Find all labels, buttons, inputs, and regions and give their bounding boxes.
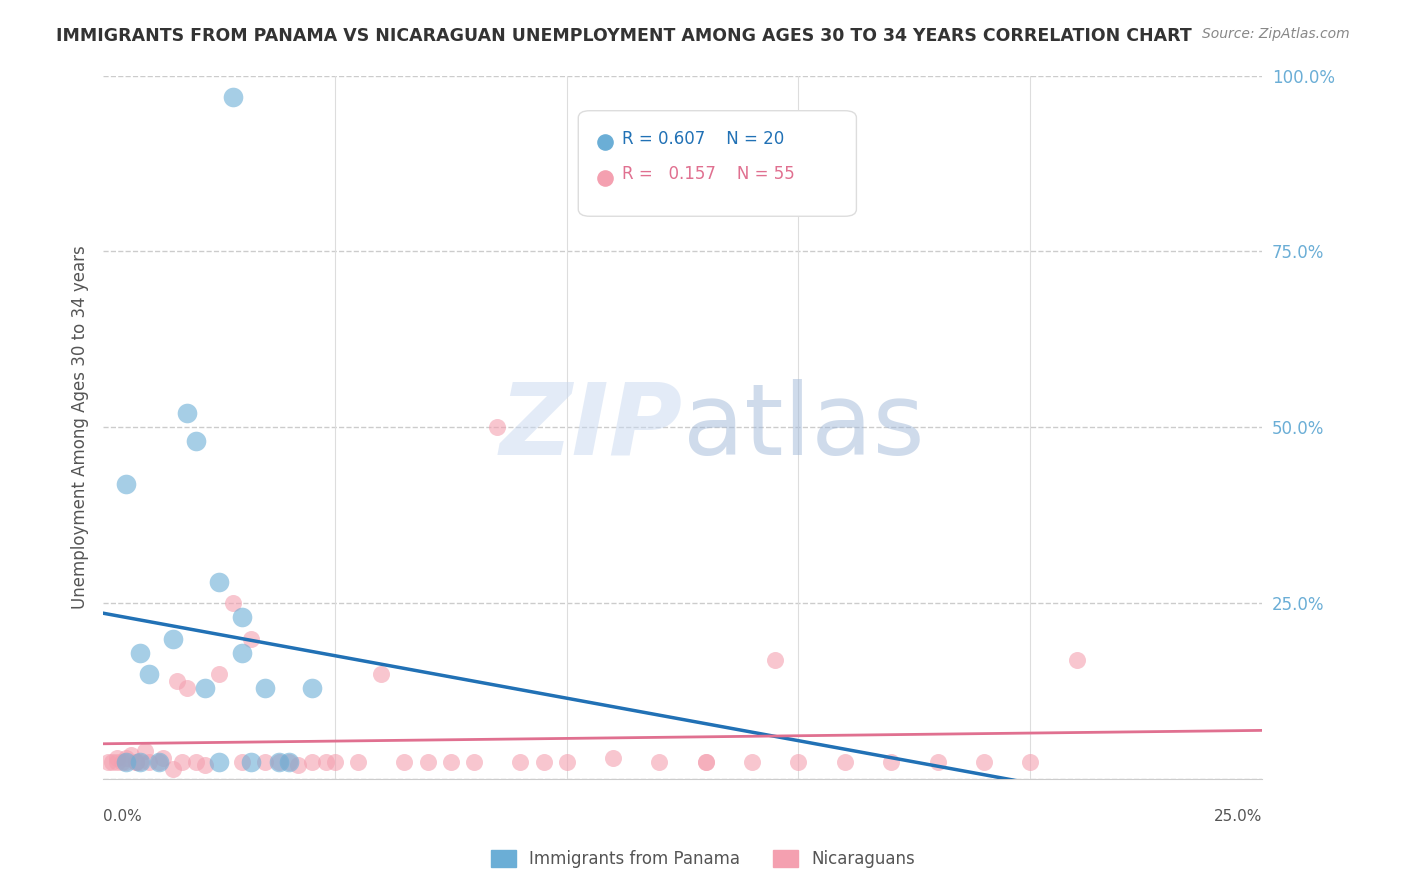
Point: [347, 755, 370, 769]
Text: Source: ZipAtlas.com: Source: ZipAtlas.com: [1202, 27, 1350, 41]
Point: [152, 751, 174, 765]
Point: [834, 755, 856, 769]
Point: [115, 755, 138, 769]
Point: [323, 755, 346, 769]
Point: [166, 673, 188, 688]
Point: [695, 755, 717, 769]
Point: [208, 575, 231, 590]
Point: [176, 406, 198, 420]
Point: [129, 646, 152, 660]
Point: [184, 434, 207, 449]
Point: [105, 751, 128, 765]
Point: [315, 755, 337, 769]
Point: [138, 666, 160, 681]
Point: [269, 755, 291, 769]
Point: [124, 755, 146, 769]
Point: [509, 755, 531, 769]
Text: 25.0%: 25.0%: [1213, 810, 1263, 824]
Point: [115, 476, 138, 491]
Point: [176, 681, 198, 695]
Point: [105, 755, 128, 769]
Point: [973, 755, 995, 769]
Point: [741, 755, 763, 769]
Point: [1066, 652, 1088, 666]
Point: [695, 755, 717, 769]
Point: [194, 681, 217, 695]
FancyBboxPatch shape: [578, 111, 856, 216]
Point: [370, 666, 392, 681]
Point: [222, 89, 245, 103]
Point: [1019, 755, 1042, 769]
Point: [97, 755, 120, 769]
Point: [129, 755, 152, 769]
Point: [254, 755, 277, 769]
Point: [134, 744, 156, 758]
Point: [463, 755, 485, 769]
Point: [138, 755, 160, 769]
Point: [162, 632, 184, 646]
Text: R =   0.157    N = 55: R = 0.157 N = 55: [623, 165, 794, 183]
Point: [231, 610, 253, 624]
Point: [394, 755, 416, 769]
Point: [416, 755, 439, 769]
Y-axis label: Unemployment Among Ages 30 to 34 years: Unemployment Among Ages 30 to 34 years: [72, 245, 89, 609]
Point: [787, 755, 810, 769]
Legend: Immigrants from Panama, Nicaraguans: Immigrants from Panama, Nicaraguans: [484, 843, 922, 875]
Point: [222, 596, 245, 610]
Point: [254, 681, 277, 695]
Point: [194, 758, 217, 772]
Point: [440, 755, 463, 769]
Point: [208, 666, 231, 681]
Point: [301, 755, 323, 769]
Point: [208, 755, 231, 769]
Point: [184, 755, 207, 769]
Point: [231, 755, 253, 769]
Point: [148, 755, 170, 769]
Point: [148, 755, 170, 769]
Text: atlas: atlas: [682, 379, 924, 476]
Point: [170, 755, 193, 769]
Point: [648, 755, 671, 769]
Point: [231, 646, 253, 660]
Point: [287, 758, 309, 772]
Point: [129, 755, 152, 769]
Text: IMMIGRANTS FROM PANAMA VS NICARAGUAN UNEMPLOYMENT AMONG AGES 30 TO 34 YEARS CORR: IMMIGRANTS FROM PANAMA VS NICARAGUAN UNE…: [56, 27, 1192, 45]
Point: [240, 755, 263, 769]
Point: [927, 755, 949, 769]
Point: [115, 751, 138, 765]
Point: [763, 652, 786, 666]
Point: [269, 755, 291, 769]
Text: R = 0.607    N = 20: R = 0.607 N = 20: [623, 130, 785, 148]
Point: [115, 755, 138, 769]
Text: 0.0%: 0.0%: [103, 810, 142, 824]
Point: [277, 755, 299, 769]
Point: [111, 755, 134, 769]
Point: [124, 755, 146, 769]
Point: [880, 755, 903, 769]
Point: [240, 632, 263, 646]
Point: [555, 755, 578, 769]
Point: [602, 751, 624, 765]
Point: [301, 681, 323, 695]
Point: [162, 762, 184, 776]
Point: [277, 755, 299, 769]
Point: [120, 747, 142, 762]
Point: [101, 755, 124, 769]
Point: [533, 755, 555, 769]
Point: [486, 420, 509, 434]
Text: ZIP: ZIP: [499, 379, 682, 476]
